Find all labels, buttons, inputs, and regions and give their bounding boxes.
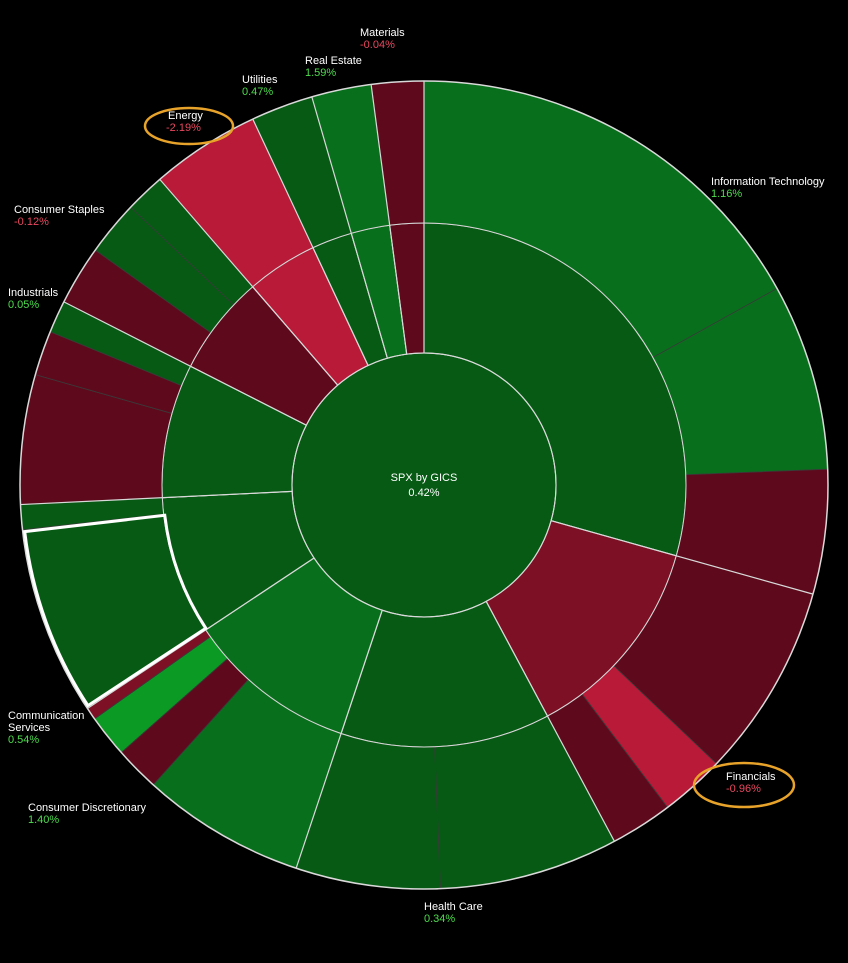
- label-industrials-change: 0.05%: [8, 299, 39, 311]
- divider-consumer-discretionary: [295, 610, 383, 869]
- highlight-box-communication-services: [23, 513, 208, 708]
- inner-ring-border: [291, 352, 557, 618]
- total-change: 0.42%: [408, 487, 439, 499]
- divider-health-care: [485, 601, 615, 842]
- label-financials-name: Financials: [726, 771, 776, 783]
- label-industrials-name: Industrials: [8, 287, 59, 299]
- chart-title: SPX by GICS: [391, 472, 458, 484]
- annotations-group: [23, 106, 796, 809]
- label-materials-change: -0.04%: [360, 39, 395, 51]
- divider-consumer-staples: [63, 301, 307, 426]
- label-materials-name: Materials: [360, 27, 405, 39]
- label-energy-change: -2.19%: [166, 122, 201, 134]
- center-group: SPX by GICS 0.42%: [391, 472, 458, 499]
- divider-utilities: [252, 118, 369, 366]
- divider-financials: [550, 520, 814, 595]
- label-utilities-name: Utilities: [242, 74, 278, 86]
- label-information-technology-change: 1.16%: [711, 188, 742, 200]
- divider-materials: [370, 84, 408, 355]
- label-consumer-staples-change: -0.12%: [14, 216, 49, 228]
- highlight-circle-financials: [692, 761, 796, 809]
- divider-industrials: [20, 490, 293, 506]
- label-health-care-name: Health Care: [424, 901, 483, 913]
- label-communication-services-name-1: Services: [8, 722, 51, 734]
- label-communication-services-change: 0.54%: [8, 734, 39, 746]
- label-consumer-discretionary-change: 1.40%: [28, 814, 59, 826]
- middle-ring-border: [161, 222, 687, 748]
- label-communication-services-name-0: Communication: [8, 710, 84, 722]
- label-energy-name: Energy: [168, 110, 203, 122]
- outlines-group: [19, 80, 829, 890]
- label-financials-change: -0.96%: [726, 783, 761, 795]
- label-health-care-change: 0.34%: [424, 913, 455, 925]
- rings-group: [19, 80, 829, 890]
- label-real-estate-change: 1.59%: [305, 67, 336, 79]
- label-information-technology-name: Information Technology: [711, 176, 825, 188]
- center-disc: [291, 352, 557, 618]
- label-utilities-change: 0.47%: [242, 86, 273, 98]
- labels-group: Information Technology1.16%Financials-0.…: [8, 27, 825, 925]
- label-real-estate-name: Real Estate: [305, 55, 362, 67]
- label-consumer-discretionary-name: Consumer Discretionary: [28, 802, 146, 814]
- divider-real-estate: [311, 96, 388, 359]
- divider-energy: [159, 178, 339, 386]
- label-consumer-staples-name: Consumer Staples: [14, 204, 105, 216]
- highlight-circle-energy: [143, 106, 235, 146]
